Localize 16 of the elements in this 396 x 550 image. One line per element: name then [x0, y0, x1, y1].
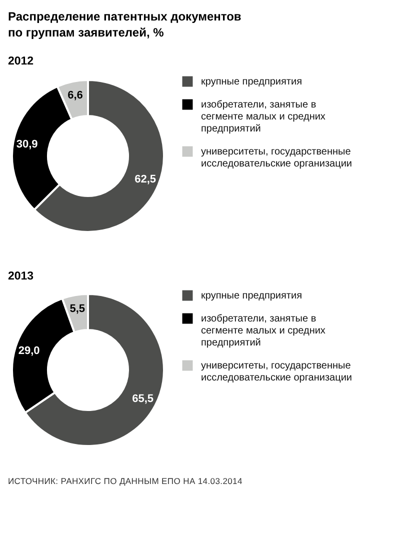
data-label: 65,5 — [132, 393, 154, 406]
legend-label: изобретатели, занятые в сегменте малых и средних предприятий — [201, 314, 326, 348]
legend-label: крупные предприятия — [201, 76, 302, 88]
legend-label: университеты, государственные исследовательские организации — [201, 146, 352, 170]
legend-label: университеты, государственные исследовательские организации — [201, 360, 352, 384]
legend-label: крупные предприятия — [201, 290, 302, 302]
legend-label: изобретатели, занятые в сегменте малых и средних предприятий — [201, 100, 326, 134]
chart-subtitle: 2012 — [8, 56, 34, 68]
data-label: 6,6 — [68, 89, 83, 102]
text: ИСТОЧНИК: РАНХИГС ПО ДАННЫМ ЕПО НА 14.03.2014 — [8, 476, 244, 486]
chart-title: Распределение патентных документов по группам заявителей, % — [8, 10, 242, 40]
data-label: 29,0 — [18, 344, 40, 357]
data-label: 62,5 — [134, 174, 156, 186]
data-label: 30,9 — [16, 138, 38, 151]
data-label: 5,5 — [70, 302, 85, 315]
chart-subtitle: 2013 — [8, 270, 34, 282]
